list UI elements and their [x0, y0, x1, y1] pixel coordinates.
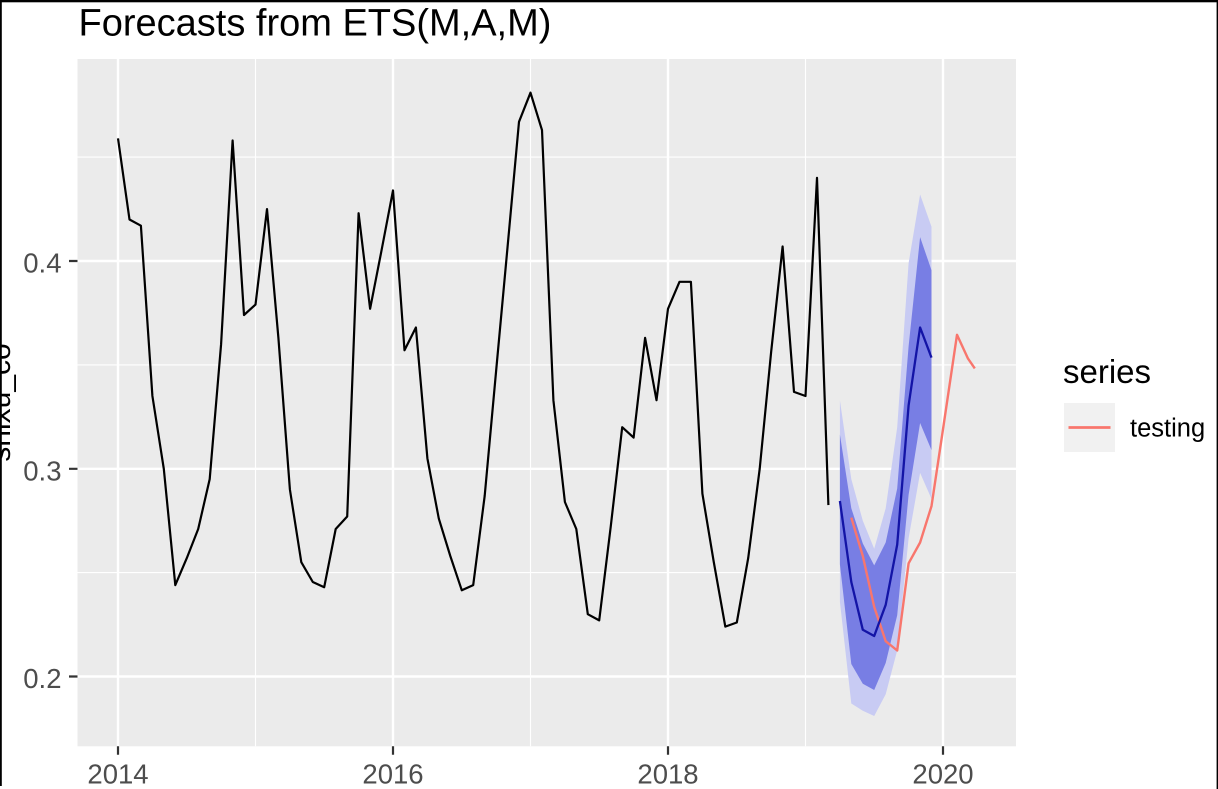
svg-text:0.3: 0.3 — [23, 455, 61, 486]
svg-text:2018: 2018 — [637, 759, 698, 789]
svg-text:2020: 2020 — [912, 759, 973, 789]
svg-text:testing: testing — [1130, 415, 1205, 443]
svg-text:0.2: 0.2 — [23, 663, 61, 694]
svg-text:0.4: 0.4 — [23, 248, 61, 279]
svg-text:2016: 2016 — [362, 759, 423, 789]
svg-text:series: series — [1063, 353, 1151, 390]
svg-text:shixu_co: shixu_co — [0, 343, 17, 461]
svg-text:Forecasts from ETS(M,A,M): Forecasts from ETS(M,A,M) — [79, 3, 552, 45]
svg-text:2014: 2014 — [87, 759, 148, 789]
